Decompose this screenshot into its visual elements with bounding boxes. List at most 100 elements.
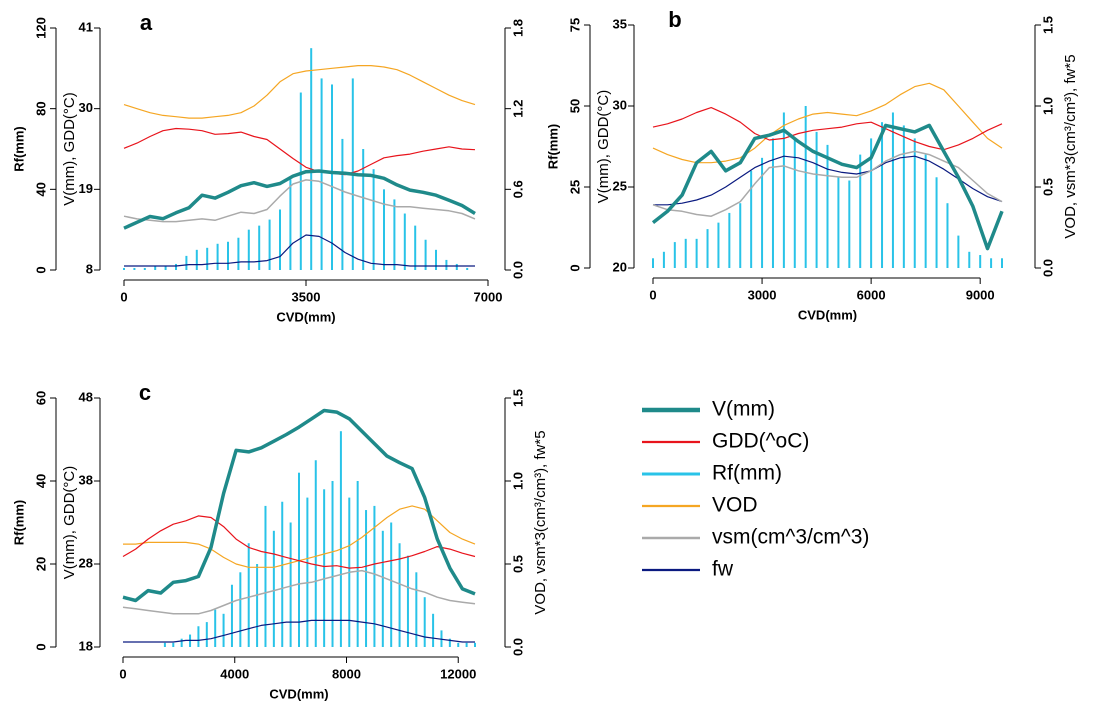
rainfall-bar [448,638,451,647]
x-tick-label: 0 [119,666,126,681]
rainfall-bar [445,259,448,270]
y-tick-label: 1.0 [510,472,525,490]
x-tick-label: 9000 [966,287,995,302]
legend-label: VOD [712,494,758,517]
y-tick-label: 20 [33,557,48,571]
rainfall-bar [195,249,198,270]
y-tick-label: 8 [86,261,93,276]
series-line [122,408,476,603]
rainfall-bar [662,251,665,268]
rainfall-bar [123,267,125,270]
y-tick-label: 1.2 [510,100,525,118]
y-axis-title: Rf(mm) [545,124,560,170]
rainfall-bar [143,267,146,270]
rainfall-bar [372,169,375,270]
y-tick-label: 30 [613,97,627,112]
rainfall-bar [356,481,359,647]
y-tick-label: 75 [567,18,582,32]
rainfall-bar [403,213,406,270]
y-tick-label: 18 [79,638,93,653]
rainfall-bar [237,237,240,270]
series-line [122,569,476,615]
rainfall-bar [739,203,742,268]
x-tick-label: 3000 [748,287,777,302]
rainfall-bar [362,149,365,270]
y-tick-label: 38 [79,472,93,487]
rainfall-bar [216,243,219,270]
rainfall-bar [175,263,177,270]
rainfall-bar [424,239,427,270]
rainfall-bar [782,112,785,268]
rainfall-bar [474,642,476,647]
rainfall-bar [902,125,905,268]
y-tick-label: 20 [613,259,627,274]
series-line [653,155,1003,206]
rainfall-bar [859,154,862,268]
rainfall-bar [390,522,393,647]
series-line [123,169,476,230]
rainfall-bar [314,460,317,647]
rainfall-bar [268,219,271,270]
rainfall-bar [457,642,460,647]
rainfall-bar [881,122,884,268]
rainfall-bar [289,522,292,647]
rainfall-bar [793,138,796,268]
rainfall-bar [230,584,233,647]
rainfall-bar [306,497,309,647]
rainfall-bar [848,180,851,268]
rainfall-bar [761,157,764,268]
rainfall-bar [264,505,267,647]
rainfall-bar [837,177,840,268]
rainfall-bar [717,222,720,268]
rainfall-bar [435,249,437,270]
rainfall-bar [206,247,209,270]
x-tick-label: 7000 [474,289,503,304]
y-tick-label: 0.0 [510,638,525,656]
x-tick-label: 0 [120,289,127,304]
legend-label: Rf(mm) [712,462,782,485]
rainfall-bar [804,106,807,268]
rainfall-bar [398,543,401,647]
rainfall-bar [256,564,259,647]
rainfall-bar [320,78,323,271]
x-axis-title: CVD(mm) [276,309,335,324]
y-tick-label: 19 [79,181,93,196]
y-tick-label: 0 [567,264,582,271]
rainfall-bar [227,241,229,270]
y-tick-label: 35 [613,16,627,31]
rainfall-bar [279,209,281,270]
rainfall-bar [205,622,208,647]
rainfall-bar [1001,258,1003,268]
rainfall-bar [466,267,469,270]
y-tick-label: 25 [613,178,627,193]
y-tick-label: 40 [33,182,48,196]
y-tick-label: 0.0 [1040,259,1055,277]
rainfall-bar [365,510,368,647]
x-tick-label: 0 [649,287,656,302]
y-tick-label: 0.6 [510,180,525,198]
series-line [124,234,475,267]
rainfall-bar [172,642,175,647]
rainfall-bar [826,144,829,268]
rainfall-bar [154,265,157,270]
y-tick-label: 1.5 [1040,16,1055,34]
y-tick-label: 50 [567,99,582,113]
rainfall-bar [684,238,687,268]
y-tick-label: 48 [79,389,93,404]
rainfall-bar [214,609,217,647]
rainfall-bar [957,235,960,268]
rainfall-bar [771,138,774,268]
rainfall-bar [414,225,417,270]
series-line [652,82,1003,164]
series-line [123,127,476,176]
rainfall-bar [423,597,426,647]
y-tick-label: 1.0 [1040,97,1055,115]
rainfall-bar [968,251,971,268]
rainfall-bar [750,170,753,268]
rainfall-bar [913,138,916,268]
y-tick-label: 28 [79,555,93,570]
rainfall-bar [180,638,183,647]
y1-axis-title: V(mm), GDD(°C) [61,92,78,205]
rainfall-bar [383,189,385,270]
y-tick-label: 120 [33,17,48,39]
